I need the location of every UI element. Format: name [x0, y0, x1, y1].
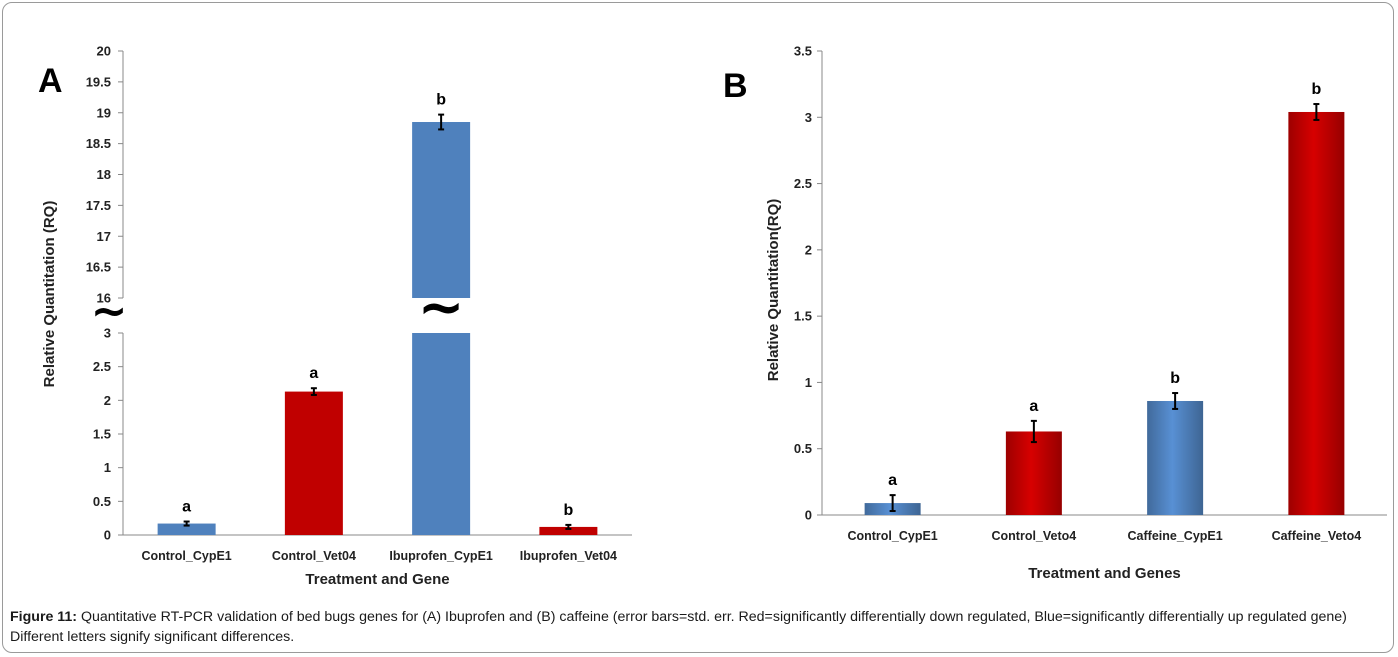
significance-letter: a: [309, 365, 318, 382]
bar: [1288, 111, 1345, 516]
caption-label: Figure 11:: [10, 609, 78, 625]
y-tick-label: 16: [97, 291, 111, 306]
bar: [157, 523, 216, 535]
bar: [412, 333, 471, 535]
y-tick-label: 18.5: [86, 136, 111, 151]
y-tick-label: 0: [805, 508, 812, 523]
significance-letter: a: [1029, 398, 1038, 415]
x-tick-label: Caffeine_CypE1: [1128, 529, 1223, 543]
caption-text: Quantitative RT-PCR validation of bed bu…: [10, 609, 1347, 645]
figure-caption: Figure 11: Quantitative RT-PCR validatio…: [10, 607, 1392, 647]
chart-a: 0 0.5 1 1.5 2 2.5 3 16 16.5 17 17.5 18 18.5 19 19.5 20 ~…: [38, 44, 632, 588]
x-axis-title: Treatment and Gene: [305, 571, 449, 588]
significance-letter: b: [436, 92, 446, 109]
y-tick-label: 2: [104, 393, 111, 408]
y-tick-label: 1.5: [794, 309, 812, 324]
bar: [412, 122, 471, 298]
bar: [539, 526, 598, 535]
y-tick-label: 3.5: [794, 44, 812, 59]
x-tick-label: Control_Veto4: [992, 529, 1077, 543]
y-tick-label: 19: [97, 105, 111, 120]
y-tick-label: 2.5: [794, 176, 812, 191]
y-tick-label: 17: [97, 229, 111, 244]
significance-letter: b: [1170, 370, 1180, 387]
y-tick-label: 3: [104, 326, 111, 341]
y-tick-label: 17.5: [86, 198, 111, 213]
bar-break-symbol: ~: [418, 275, 465, 340]
bar: [1005, 431, 1062, 515]
y-tick-label: 1: [104, 460, 111, 475]
y-tick-label: 16.5: [86, 260, 111, 275]
y-tick-label: 20: [97, 44, 111, 59]
x-tick-label: Control_Vet04: [272, 549, 356, 563]
y-tick-label: 1: [805, 375, 812, 390]
y-axis-title: Relative Quantitation (RQ): [41, 201, 58, 388]
y-tick-label: 2.5: [93, 359, 111, 374]
y-tick-label: 3: [805, 110, 812, 125]
significance-letter: a: [182, 499, 191, 516]
y-tick-label: 0.5: [93, 494, 111, 509]
y-tick-label: 2: [805, 242, 812, 257]
panel-letter: B: [723, 67, 748, 105]
x-tick-label: Control_CypE1: [847, 529, 937, 543]
panel-letter: A: [38, 62, 63, 100]
x-tick-label: Ibuprofen_CypE1: [389, 549, 493, 563]
significance-letter: a: [888, 472, 897, 489]
y-tick-label: 18: [97, 167, 111, 182]
y-axis-title: Relative Quantitation(RQ): [765, 199, 782, 382]
x-tick-label: Ibuprofen_Vet04: [520, 549, 617, 563]
y-tick-label: 0.5: [794, 441, 812, 456]
x-tick-label: Control_CypE1: [141, 549, 231, 563]
chart-b: 0 0.5 1 1.5 2 2.5 3 3.5 a Control_CypE1 a Control_V…: [723, 44, 1387, 582]
bar: [284, 391, 343, 535]
significance-letter: b: [1311, 81, 1321, 98]
y-tick-label: 1.5: [93, 427, 111, 442]
x-axis-title: Treatment and Genes: [1028, 565, 1181, 582]
bar: [1147, 400, 1204, 515]
x-tick-label: Caffeine_Veto4: [1272, 529, 1362, 543]
axis-break-symbol: ~: [91, 286, 128, 337]
y-tick-label: 19.5: [86, 74, 111, 89]
significance-letter: b: [563, 502, 573, 519]
y-tick-label: 0: [104, 528, 111, 543]
